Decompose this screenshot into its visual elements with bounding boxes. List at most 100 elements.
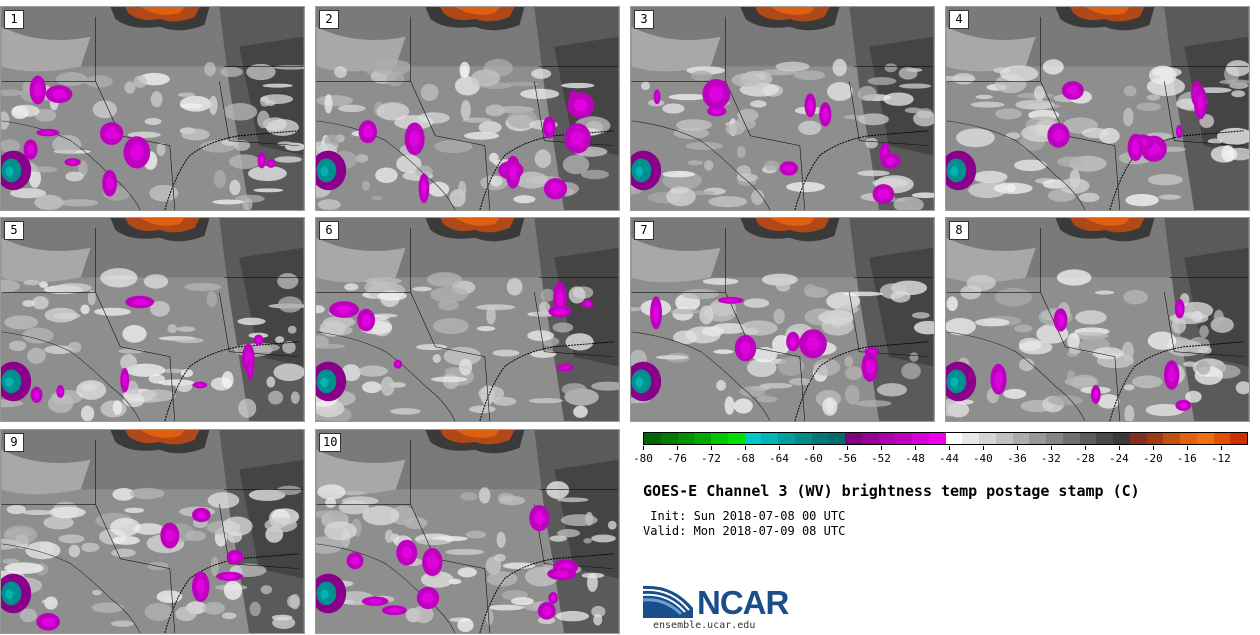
panel-number: 9 — [4, 433, 24, 452]
colorbar-tick — [744, 446, 746, 450]
colorbar-swatch — [1213, 433, 1231, 444]
colorbar-swatch — [895, 433, 912, 444]
colorbar-swatch — [794, 433, 812, 444]
colorbar-tick — [778, 446, 780, 450]
colorbar-tick — [710, 446, 712, 450]
stamp-panel: 10 — [315, 429, 620, 634]
colorbar-swatch — [744, 433, 762, 444]
colorbar-swatch — [1029, 433, 1046, 444]
colorbar-swatch — [778, 433, 795, 444]
colorbar-tick — [914, 446, 916, 450]
logo-url: ensemble.ucar.edu — [653, 620, 756, 631]
panel-number: 2 — [319, 10, 339, 29]
stamp-panel: 4 — [945, 6, 1250, 211]
stamp-panel: 7 — [630, 217, 935, 422]
panel-number: 5 — [4, 221, 24, 240]
colorbar-swatch — [845, 433, 862, 444]
panel-number: 10 — [319, 433, 342, 452]
colorbar-swatch — [1096, 433, 1113, 444]
colorbar-swatch — [711, 433, 728, 444]
colorbar-swatch — [694, 433, 711, 444]
colorbar-tick-label: -12 — [1210, 452, 1231, 465]
colorbar-tick — [880, 446, 882, 450]
colorbar-tick-label: -64 — [769, 452, 789, 465]
stamp-panel: 2 — [315, 6, 620, 211]
colorbar-swatch — [995, 433, 1013, 444]
colorbar-swatch — [878, 433, 896, 444]
stamp-panel: 6 — [315, 217, 620, 422]
colorbar-tick-label: -36 — [1006, 452, 1027, 465]
colorbar-swatch — [677, 433, 695, 444]
panel-number: 6 — [319, 221, 339, 240]
colorbar-swatch — [1079, 433, 1097, 444]
colorbar-tick-label: -68 — [735, 452, 755, 465]
colorbar-swatch — [761, 433, 778, 444]
colorbar-swatch — [1113, 433, 1130, 444]
stamp-panel: 3 — [630, 6, 935, 211]
colorbar-tick — [1186, 446, 1188, 450]
stamp-panel: 9 — [0, 429, 305, 634]
colorbar-swatch — [979, 433, 996, 444]
colorbar-swatch — [928, 433, 946, 444]
stamp-panel: 5 — [0, 217, 305, 422]
ncar-swoosh-icon — [643, 578, 695, 618]
colorbar-tick-label: -72 — [701, 452, 721, 465]
colorbar-swatch — [727, 433, 745, 444]
colorbar-swatch — [1180, 433, 1197, 444]
colorbar-swatch — [945, 433, 963, 444]
colorbar-tick-label: -28 — [1074, 452, 1095, 465]
colorbar-tick — [812, 446, 814, 450]
colorbar-tick — [1220, 446, 1222, 450]
colorbar-swatch — [660, 433, 678, 444]
colorbar-tick-label: -40 — [972, 452, 993, 465]
colorbar-swatch — [1163, 433, 1180, 444]
colorbar — [643, 432, 1248, 445]
colorbar-tick-label: -52 — [870, 452, 891, 465]
colorbar-tick-label: -16 — [1176, 452, 1197, 465]
colorbar-swatch — [1196, 433, 1214, 444]
panel-number: 3 — [634, 10, 654, 29]
ncar-logo: NCAR ensemble.ucar.edu — [643, 578, 803, 631]
colorbar-tick — [1016, 446, 1018, 450]
colorbar-tick-label: -56 — [836, 452, 857, 465]
colorbar-swatch — [644, 433, 661, 444]
init-time: Init: Sun 2018-07-08 00 UTC — [643, 509, 846, 523]
colorbar-tick — [1118, 446, 1120, 450]
colorbar-tick — [1050, 446, 1052, 450]
colorbar-tick-label: -48 — [904, 452, 925, 465]
colorbar-swatch — [861, 433, 879, 444]
colorbar-swatch — [912, 433, 929, 444]
ncar-logo-text: NCAR — [697, 584, 789, 621]
colorbar-swatch — [1129, 433, 1147, 444]
colorbar-tick — [948, 446, 950, 450]
colorbar-tick-label: -44 — [938, 452, 959, 465]
colorbar-tick — [982, 446, 984, 450]
panel-number: 7 — [634, 221, 654, 240]
valid-time: Valid: Mon 2018-07-09 08 UTC — [643, 524, 846, 538]
colorbar-swatch — [1012, 433, 1030, 444]
colorbar-tick-label: -80 — [633, 452, 653, 465]
colorbar-tick-label: -32 — [1040, 452, 1061, 465]
colorbar-swatch — [811, 433, 829, 444]
stamp-panel: 8 — [945, 217, 1250, 422]
colorbar-swatch — [1062, 433, 1080, 444]
colorbar-swatch — [828, 433, 845, 444]
colorbar-tick-label: -76 — [667, 452, 687, 465]
colorbar-tick-label: -60 — [803, 452, 823, 465]
colorbar-tick — [676, 446, 678, 450]
colorbar-swatch — [1046, 433, 1063, 444]
panel-number: 8 — [949, 221, 969, 240]
colorbar-swatch — [1146, 433, 1164, 444]
colorbar-swatch — [962, 433, 979, 444]
colorbar-tick — [846, 446, 848, 450]
colorbar-tick — [643, 446, 644, 450]
colorbar-tick — [1084, 446, 1086, 450]
colorbar-swatch — [1230, 433, 1247, 444]
panel-number: 4 — [949, 10, 969, 29]
colorbar-tick — [1152, 446, 1154, 450]
colorbar-tick-label: -20 — [1142, 452, 1163, 465]
colorbar-ticks: -80 -76 -72 -68 -64 -60 -56 -52 -48 -44 -40 -36 -32-… — [633, 446, 1248, 468]
panel-number: 1 — [4, 10, 24, 29]
stamp-panel: 1 — [0, 6, 305, 211]
product-title: GOES-E Channel 3 (WV) brightness temp po… — [643, 482, 1140, 500]
